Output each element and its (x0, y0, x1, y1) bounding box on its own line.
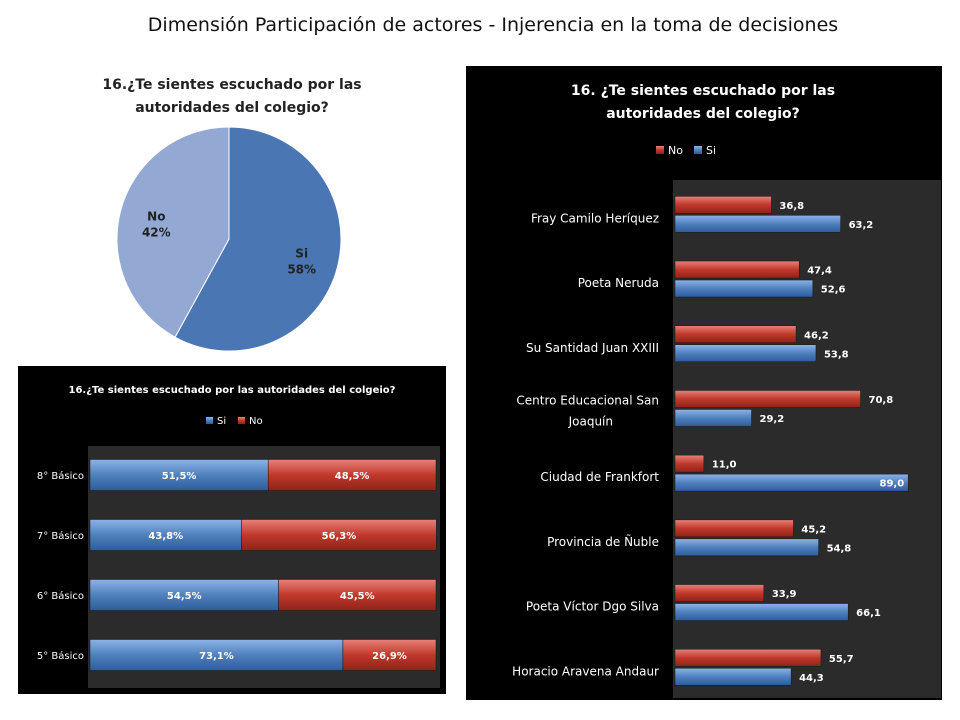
stacked-legend-label-si: Si (217, 416, 226, 427)
schools-bar-chart: 16. ¿Te sientes escuchado por las autori… (466, 66, 942, 700)
schools-bar-si (674, 344, 817, 362)
stacked-bars: 51,5% 48,5% 43,8% 56,3% 54,5% 45,5% 73,1% 26,9% (89, 459, 437, 671)
stacked-category-labels: 8° Básico 7° Básico 6° Básico 5° Básico (37, 470, 84, 662)
schools-category-label: Centro Educacional San Joaquín (516, 393, 659, 428)
stacked-bar-chart: 16.¿Te sientes escuchado por las autorid… (18, 366, 446, 694)
stacked-bar-no (241, 519, 437, 551)
schools-bar-label-no: 11,0 (712, 460, 737, 471)
stacked-bar-label-si: 51,5% (162, 471, 197, 482)
pie-labels: Si 58% No 42% (142, 209, 316, 276)
schools-bar-no (674, 390, 861, 408)
schools-bar-si (674, 603, 849, 621)
schools-chart-title-line-1: 16. ¿Te sientes escuchado por las (571, 83, 835, 99)
schools-bar-si (674, 538, 819, 557)
schools-bar-label-si: 52,6 (821, 285, 846, 296)
schools-bar-label-no: 70,8 (868, 395, 893, 406)
stacked-legend-swatch-no (238, 417, 245, 424)
stacked-category-label: 7° Básico (37, 530, 84, 542)
stacked-bar-si (89, 579, 279, 611)
stacked-category-label: 6° Básico (37, 590, 84, 602)
schools-category-label: Poeta Víctor Dgo Silva (526, 600, 659, 614)
schools-bar-label-si: 54,8 (827, 543, 852, 554)
schools-category-label: Provincia de Ñuble (547, 534, 659, 549)
stacked-category-label: 5° Básico (37, 650, 84, 662)
schools-bar-label-no: 36,8 (779, 201, 804, 212)
pie-chart-title-line-2: autoridades del colegio? (135, 100, 329, 116)
schools-legend-swatch-si (694, 146, 702, 154)
schools-legend-label-no: No (668, 144, 683, 157)
pie-slice-no (116, 126, 230, 338)
schools-category-label: Poeta Neruda (578, 276, 659, 290)
schools-bar-no (674, 325, 797, 343)
schools-bar-no (674, 454, 705, 473)
schools-bar-si (674, 279, 814, 298)
schools-bar-si (674, 409, 752, 427)
schools-bar-label-si: 53,8 (824, 349, 849, 360)
stacked-bar-label-no: 45,5% (340, 591, 375, 602)
pie-slices (116, 126, 342, 352)
schools-bar-label-si: 66,1 (856, 608, 881, 619)
schools-bar-label-no: 47,4 (807, 266, 832, 277)
stacked-bar-label-si: 54,5% (167, 591, 202, 602)
stacked-chart-title: 16.¿Te sientes escuchado por las autorid… (69, 385, 396, 396)
pie-label-name-si: Si (295, 247, 308, 261)
stacked-chart-legend: Si No (206, 416, 263, 427)
stacked-bar-label-no: 56,3% (322, 531, 357, 542)
schools-bar-si (674, 473, 909, 492)
schools-legend-label-si: Si (706, 144, 716, 157)
stacked-bar-no (342, 639, 437, 671)
slide-title: Dimensión Participación de actores - Inj… (147, 14, 839, 36)
schools-bar-no (674, 519, 794, 538)
schools-bar-label-no: 45,2 (801, 524, 826, 535)
schools-bar-label-no: 46,2 (804, 330, 829, 341)
schools-bar-no (674, 584, 765, 602)
stacked-bar-no (267, 459, 437, 491)
schools-chart-legend: No Si (656, 144, 716, 157)
schools-chart-title-line-2: autoridades del colegio? (606, 106, 800, 122)
schools-category-label: Ciudad de Frankfort (540, 470, 659, 484)
schools-bar-label-si: 44,3 (799, 673, 824, 684)
stacked-bar-label-no: 48,5% (335, 471, 370, 482)
schools-bar-si (674, 668, 792, 686)
pie-slice-si (174, 126, 342, 352)
pie-label-value-no: 42% (142, 225, 171, 239)
schools-bar-no (674, 649, 822, 667)
schools-legend-swatch-no (656, 146, 664, 154)
schools-category-label: Fray Camilo Heríquez (531, 211, 659, 225)
pie-label-name-no: No (147, 209, 165, 223)
pie-chart-title-line-1: 16.¿Te sientes escuchado por las (102, 77, 361, 93)
stacked-bar-label-si: 43,8% (148, 531, 183, 542)
schools-bar-label-si: 29,2 (760, 414, 785, 425)
stacked-legend-label-no: No (249, 416, 263, 427)
pie-chart: 16.¿Te sientes escuchado por las autorid… (102, 77, 362, 352)
schools-bars: 36,8 63,2 47,4 52,6 46,2 53,8 70,8 29,2 11,0 89,0… (674, 196, 909, 686)
stacked-bar-label-no: 26,9% (372, 651, 407, 662)
stacked-bar-si (89, 459, 269, 491)
schools-bar-label-si: 89,0 (879, 479, 904, 490)
stacked-bar-si (89, 519, 242, 551)
schools-bar-no (674, 260, 800, 279)
schools-category-label: Su Santidad Juan XXIII (526, 341, 659, 355)
schools-bar-label-no: 33,9 (772, 589, 797, 600)
stacked-bar-no (278, 579, 437, 611)
schools-bar-label-no: 55,7 (829, 654, 854, 665)
schools-category-labels: Fray Camilo Heríquez Poeta Neruda Su Santi… (512, 211, 659, 678)
schools-category-label: Horacio Aravena Andaur (512, 664, 659, 678)
pie-label-value-si: 58% (287, 263, 316, 277)
schools-bar-label-si: 63,2 (849, 220, 874, 231)
stacked-category-label: 8° Básico (37, 470, 84, 482)
schools-bar-si (674, 215, 841, 233)
stacked-bar-label-si: 73,1% (199, 651, 234, 662)
schools-bar-no (674, 196, 772, 214)
stacked-legend-swatch-si (206, 417, 213, 424)
